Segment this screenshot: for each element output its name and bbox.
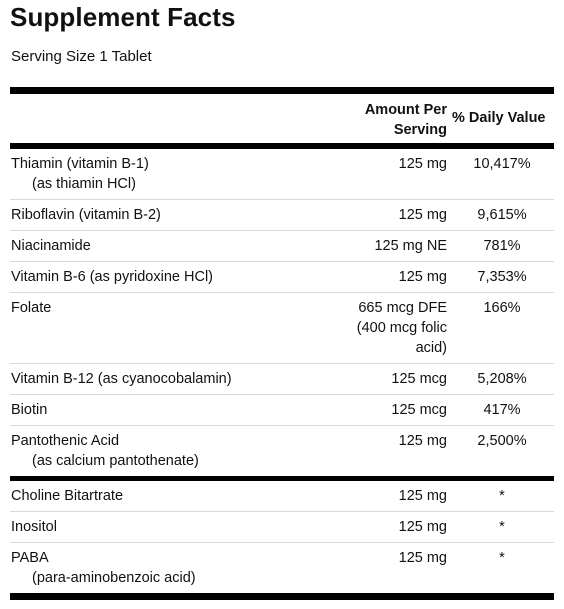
- row-divider: [10, 292, 554, 293]
- nutrient-name: Folate: [11, 300, 52, 316]
- nutrient-name: Biotin: [11, 402, 48, 418]
- serving-size: Serving Size 1 Tablet: [11, 48, 152, 65]
- nutrient-daily-value: 417%: [483, 402, 521, 418]
- nutrient-daily-value: *: [499, 550, 505, 566]
- bottom-thick-rule: [10, 593, 554, 600]
- row-divider: [10, 394, 554, 395]
- nutrient-source: (as thiamin HCl): [32, 176, 136, 192]
- row-divider: [10, 230, 554, 231]
- nutrient-daily-value: 166%: [483, 300, 521, 316]
- nutrient-name: Choline Bitartrate: [11, 488, 124, 504]
- row-divider: [10, 542, 554, 543]
- row-divider: [10, 511, 554, 512]
- nutrient-name: PABA: [11, 550, 49, 566]
- row-divider: [10, 425, 554, 426]
- nutrient-amount: 125 mg: [398, 433, 447, 449]
- nutrient-amount: 125 mg: [398, 488, 447, 504]
- nutrient-amount: 125 mcg: [391, 402, 447, 418]
- nutrient-name: Niacinamide: [11, 238, 91, 254]
- nutrient-name: Riboflavin (vitamin B-2): [11, 207, 161, 223]
- nutrient-daily-value: *: [499, 488, 505, 504]
- nutrient-amount: 125 mg: [398, 207, 447, 223]
- nutrient-name: Thiamin (vitamin B-1): [11, 156, 149, 172]
- nutrient-name: Vitamin B-12 (as cyanocobalamin): [11, 371, 232, 387]
- panel-title: Supplement Facts: [10, 2, 236, 32]
- amount-header-line1: Amount Per: [364, 102, 447, 118]
- section-thick-rule: [10, 476, 554, 481]
- nutrient-daily-value: *: [499, 519, 505, 535]
- nutrient-amount: 665 mcg DFE (400 mcg folic acid): [357, 298, 447, 358]
- nutrient-amount: 125 mg: [398, 519, 447, 535]
- nutrient-name: Inositol: [11, 519, 57, 535]
- amount-line: (400 mcg folic: [356, 320, 447, 336]
- amount-per-serving-header: Amount Per Serving: [337, 100, 447, 140]
- nutrient-name: Pantothenic Acid: [11, 433, 120, 449]
- daily-value-header: % Daily Value: [452, 110, 546, 126]
- nutrient-daily-value: 781%: [483, 238, 521, 254]
- row-divider: [10, 363, 554, 364]
- nutrient-amount: 125 mg: [398, 550, 447, 566]
- nutrient-daily-value: 10,417%: [473, 156, 531, 172]
- nutrient-amount: 125 mg: [398, 269, 447, 285]
- nutrient-amount: 125 mg NE: [374, 238, 447, 254]
- row-divider: [10, 261, 554, 262]
- top-thick-rule: [10, 87, 554, 94]
- nutrient-name: Vitamin B-6 (as pyridoxine HCl): [11, 269, 213, 285]
- amount-line: acid): [415, 340, 447, 356]
- nutrient-source: (para-aminobenzoic acid): [32, 570, 196, 586]
- nutrient-source: (as calcium pantothenate): [32, 453, 199, 469]
- amount-line: 665 mcg DFE: [358, 300, 447, 316]
- row-divider: [10, 199, 554, 200]
- amount-header-line2: Serving: [393, 122, 447, 138]
- nutrient-amount: 125 mg: [398, 156, 447, 172]
- nutrient-daily-value: 2,500%: [477, 433, 527, 449]
- nutrient-daily-value: 5,208%: [477, 371, 527, 387]
- header-thick-rule: [10, 143, 554, 149]
- nutrient-daily-value: 7,353%: [477, 269, 527, 285]
- nutrient-amount: 125 mcg: [391, 371, 447, 387]
- nutrient-daily-value: 9,615%: [477, 207, 527, 223]
